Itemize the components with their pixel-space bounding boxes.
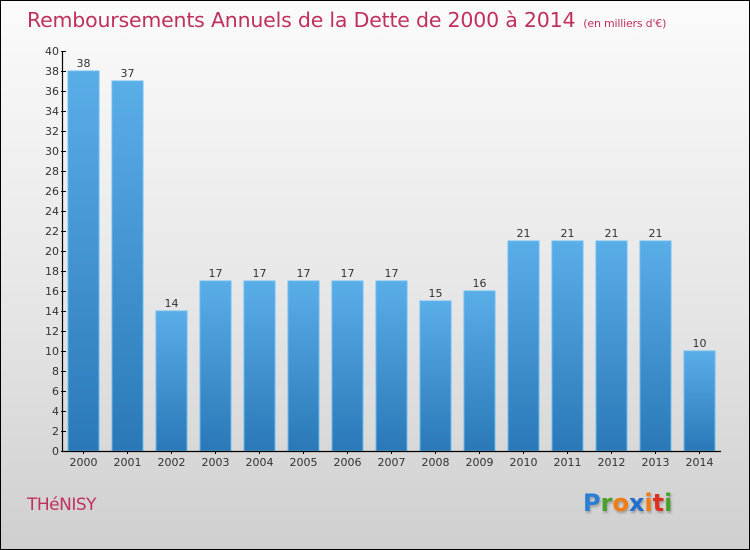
bars-group: 38 37 14 17 17 17 17 17 15 16 21 21 21 21 10: [67, 57, 716, 452]
x-tick-label: 2004: [246, 456, 274, 469]
bar-2000: [67, 70, 100, 452]
y-tick-label: 28: [45, 165, 59, 178]
y-tick-label: 38: [45, 65, 59, 78]
y-tick-label: 14: [45, 305, 59, 318]
bar-2007: [375, 280, 408, 452]
data-label-2005: 17: [297, 267, 311, 280]
x-tick-label: 2010: [510, 456, 538, 469]
bar-2003: [199, 280, 232, 452]
data-label-2014: 10: [693, 337, 707, 350]
bar-2005: [287, 280, 320, 452]
data-label-2013: 21: [649, 227, 663, 240]
logo-letter: P: [583, 489, 601, 517]
y-tick-label: 12: [45, 325, 59, 338]
y-tick-label: 20: [45, 245, 59, 258]
bar-2012: [595, 240, 628, 452]
y-tick-label: 22: [45, 225, 59, 238]
y-tick-label: 40: [45, 45, 59, 58]
data-label-2010: 21: [517, 227, 531, 240]
y-tick-label: 16: [45, 285, 59, 298]
data-label-2011: 21: [561, 227, 575, 240]
y-tick-label: 4: [52, 405, 59, 418]
data-label-2004: 17: [253, 267, 267, 280]
y-tick-label: 18: [45, 265, 59, 278]
bar-2008: [419, 300, 452, 452]
x-tick-label: 2013: [642, 456, 670, 469]
chart-title: Remboursements Annuels de la Dette de 20…: [27, 8, 666, 32]
y-tick-label: 34: [45, 105, 59, 118]
y-tick-label: 32: [45, 125, 59, 138]
bar-2006: [331, 280, 364, 452]
y-tick-label: 10: [45, 345, 59, 358]
y-tick-label: 2: [52, 425, 59, 438]
y-tick-label: 0: [52, 445, 59, 458]
x-tick-label: 2007: [378, 456, 406, 469]
bar-2014: [683, 350, 716, 452]
bar-2013: [639, 240, 672, 452]
x-tick-label: 2009: [466, 456, 494, 469]
data-label-2001: 37: [121, 67, 135, 80]
x-tick-label: 2003: [202, 456, 230, 469]
logo-letter: i: [644, 489, 653, 517]
y-tick-label: 24: [45, 205, 59, 218]
x-tick-label: 2005: [290, 456, 318, 469]
logo-letter: x: [628, 489, 645, 517]
y-tick-label: 6: [52, 385, 59, 398]
logo-letter: t: [652, 489, 665, 517]
logo-letter: i: [664, 489, 673, 517]
town-name: THéNISY: [27, 495, 97, 515]
data-label-2012: 21: [605, 227, 619, 240]
y-tick-label: 8: [52, 365, 59, 378]
x-tick-label: 2011: [554, 456, 582, 469]
data-label-2003: 17: [209, 267, 223, 280]
bar-2002: [155, 310, 188, 452]
x-tick-label: 2012: [598, 456, 626, 469]
bar-2010: [507, 240, 540, 452]
axes-group: 2000 2001 2002 2003 2004 2005 2006 2007 2008 2009…: [45, 45, 721, 469]
data-label-2007: 17: [385, 267, 399, 280]
logo-letter: o: [612, 489, 629, 517]
y-tick-label: 26: [45, 185, 59, 198]
x-tick-label: 2000: [70, 456, 98, 469]
y-tick-label: 30: [45, 145, 59, 158]
bar-2004: [243, 280, 276, 452]
bar-2001: [111, 80, 144, 452]
x-tick-label: 2002: [158, 456, 186, 469]
data-label-2006: 17: [341, 267, 355, 280]
data-label-2008: 15: [429, 287, 443, 300]
logo-letter: r: [600, 489, 613, 517]
bar-2011: [551, 240, 584, 452]
data-label-2002: 14: [165, 297, 179, 310]
x-tick-label: 2001: [114, 456, 142, 469]
x-tick-label: 2014: [686, 456, 714, 469]
data-label-2000: 38: [77, 57, 91, 70]
x-tick-label: 2008: [422, 456, 450, 469]
y-tick-label: 36: [45, 85, 59, 98]
bar-2009: [463, 290, 496, 452]
proxiti-logo[interactable]: Proxiti: [583, 489, 672, 517]
chart-title-text: Remboursements Annuels de la Dette de 20…: [27, 8, 576, 32]
chart-subtitle: (en milliers d'€): [583, 17, 667, 30]
x-tick-label: 2006: [334, 456, 362, 469]
data-label-2009: 16: [473, 277, 487, 290]
